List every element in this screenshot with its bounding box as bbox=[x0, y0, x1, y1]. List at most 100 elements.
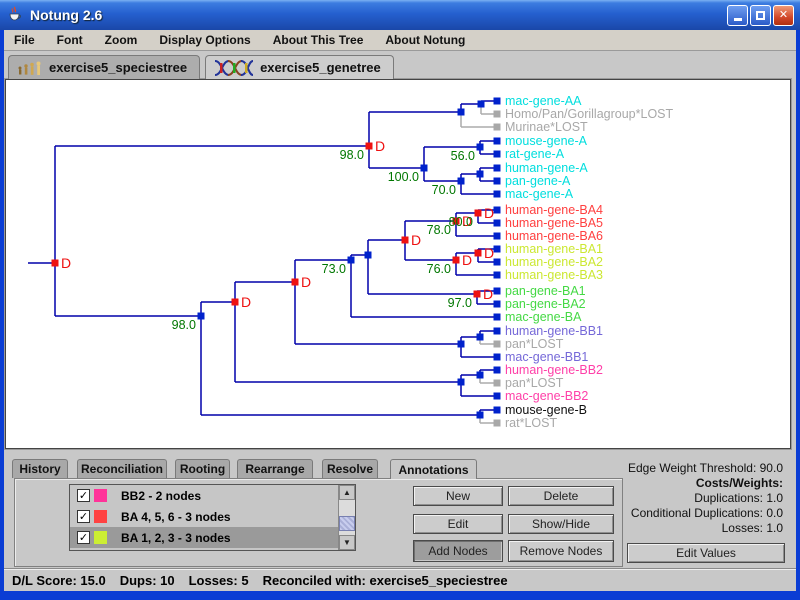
tool-tab-annotations[interactable]: Annotations bbox=[390, 459, 477, 479]
speciation-node[interactable] bbox=[364, 251, 372, 259]
minimize-button[interactable] bbox=[727, 4, 748, 26]
duplication-node[interactable] bbox=[452, 256, 460, 264]
tool-tab-reconciliation[interactable]: Reconciliation bbox=[77, 459, 167, 478]
duplication-node[interactable] bbox=[474, 209, 482, 217]
speciation-node[interactable] bbox=[197, 312, 205, 320]
speciation-node[interactable] bbox=[476, 333, 484, 341]
add-nodes-button[interactable]: Add Nodes bbox=[413, 540, 503, 562]
tab-exercise5_genetree[interactable]: exercise5_genetree bbox=[205, 55, 394, 79]
remove-nodes-button[interactable]: Remove Nodes bbox=[508, 540, 614, 562]
lost-leaf-node[interactable] bbox=[493, 123, 501, 131]
gene-tree-canvas[interactable]: D 98.0 D 100.0 56.0 70.0 98.0 D D 73.0 D 78.0 D 80.0 D… bbox=[5, 79, 791, 449]
list-scrollbar[interactable]: ▲ ▼ bbox=[338, 485, 355, 550]
window-title: Notung 2.6 bbox=[30, 7, 103, 23]
menu-about-this-tree[interactable]: About This Tree bbox=[272, 33, 364, 47]
leaf-node[interactable] bbox=[493, 366, 501, 374]
leaf-node[interactable] bbox=[493, 245, 501, 253]
leaf-node[interactable] bbox=[493, 287, 501, 295]
menu-display-options[interactable]: Display Options bbox=[159, 33, 251, 47]
delete-button[interactable]: Delete bbox=[508, 486, 614, 506]
tool-tab-resolve[interactable]: Resolve bbox=[322, 459, 378, 478]
annotation-checkbox[interactable]: ✓ bbox=[77, 531, 90, 544]
leaf-node[interactable] bbox=[493, 271, 501, 279]
status-segment: Losses: 5 bbox=[188, 572, 249, 588]
lost-leaf-node[interactable] bbox=[493, 419, 501, 427]
leaf-node[interactable] bbox=[493, 406, 501, 414]
scroll-down-icon[interactable]: ▼ bbox=[339, 535, 355, 550]
leaf-node[interactable] bbox=[493, 177, 501, 185]
tool-tab-rearrange[interactable]: Rearrange bbox=[237, 459, 313, 478]
leaf-node[interactable] bbox=[493, 206, 501, 214]
primates-icon bbox=[17, 60, 43, 76]
leaf-node[interactable] bbox=[493, 219, 501, 227]
leaf-label: rat*LOST bbox=[505, 416, 557, 430]
lost-leaf-node[interactable] bbox=[493, 110, 501, 118]
annotation-checkbox[interactable]: ✓ bbox=[77, 510, 90, 523]
annotation-row[interactable]: ✓ BA 4, 5, 6 - 3 nodes bbox=[70, 506, 355, 527]
menu-file[interactable]: File bbox=[14, 33, 35, 47]
annotation-checkbox[interactable]: ✓ bbox=[77, 489, 90, 502]
leaf-node[interactable] bbox=[493, 164, 501, 172]
lost-leaf-node[interactable] bbox=[493, 379, 501, 387]
leaf-label: human-gene-BA6 bbox=[505, 229, 603, 243]
edge-weight-label: 76.0 bbox=[427, 262, 451, 276]
close-button[interactable]: ✕ bbox=[773, 4, 794, 26]
duplication-node[interactable] bbox=[474, 249, 482, 257]
leaf-label: pan-gene-BA2 bbox=[505, 297, 586, 311]
edge-weight-threshold: Edge Weight Threshold: 90.0 bbox=[628, 461, 783, 475]
duplication-node[interactable] bbox=[51, 259, 59, 267]
speciation-node[interactable] bbox=[477, 100, 485, 108]
leaf-node[interactable] bbox=[493, 327, 501, 335]
show-hide-button[interactable]: Show/Hide bbox=[508, 514, 614, 534]
lost-leaf-node[interactable] bbox=[493, 340, 501, 348]
tool-tab-history[interactable]: History bbox=[12, 459, 68, 478]
leaf-node[interactable] bbox=[493, 150, 501, 158]
scrollbar-thumb[interactable] bbox=[339, 516, 355, 531]
leaf-node[interactable] bbox=[493, 258, 501, 266]
speciation-node[interactable] bbox=[420, 164, 428, 172]
speciation-node[interactable] bbox=[457, 340, 465, 348]
leaf-node[interactable] bbox=[493, 300, 501, 308]
new-button[interactable]: New bbox=[413, 486, 503, 506]
duplication-node[interactable] bbox=[291, 278, 299, 286]
leaf-node[interactable] bbox=[493, 392, 501, 400]
duplication-node[interactable] bbox=[452, 217, 460, 225]
duplication-mark: D bbox=[462, 252, 472, 268]
duplication-node[interactable] bbox=[231, 298, 239, 306]
leaf-node[interactable] bbox=[493, 137, 501, 145]
speciation-node[interactable] bbox=[476, 170, 484, 178]
edit-values-button[interactable]: Edit Values bbox=[627, 543, 785, 563]
scroll-up-icon[interactable]: ▲ bbox=[339, 485, 355, 500]
annotation-row[interactable]: ✓ BB2 - 2 nodes bbox=[70, 485, 355, 506]
speciation-node[interactable] bbox=[457, 108, 465, 116]
tab-exercise5_speciestree[interactable]: exercise5_speciestree bbox=[8, 55, 201, 79]
maximize-button[interactable] bbox=[750, 4, 771, 26]
annotation-label: BA 1, 2, 3 - 3 nodes bbox=[121, 530, 231, 545]
tool-tab-rooting[interactable]: Rooting bbox=[175, 459, 230, 478]
speciation-node[interactable] bbox=[347, 256, 355, 264]
duplication-node[interactable] bbox=[401, 236, 409, 244]
speciation-node[interactable] bbox=[476, 411, 484, 419]
annotation-row[interactable]: ✓ BA 1, 2, 3 - 3 nodes bbox=[70, 527, 355, 548]
speciation-node[interactable] bbox=[457, 378, 465, 386]
java-cup-icon bbox=[9, 6, 21, 23]
speciation-node[interactable] bbox=[476, 143, 484, 151]
leaf-node[interactable] bbox=[493, 232, 501, 240]
speciation-node[interactable] bbox=[457, 177, 465, 185]
speciation-node[interactable] bbox=[476, 371, 484, 379]
duplication-node[interactable] bbox=[473, 290, 481, 298]
duplication-mark: D bbox=[61, 255, 71, 271]
title-bar[interactable]: Notung 2.6 ✕ bbox=[0, 0, 800, 30]
leaf-node[interactable] bbox=[493, 97, 501, 105]
menu-zoom[interactable]: Zoom bbox=[104, 33, 138, 47]
leaf-label: mouse-gene-B bbox=[505, 403, 587, 417]
annotation-color-swatch bbox=[94, 489, 107, 502]
menu-font[interactable]: Font bbox=[56, 33, 83, 47]
leaf-node[interactable] bbox=[493, 313, 501, 321]
leaf-node[interactable] bbox=[493, 353, 501, 361]
edit-button[interactable]: Edit bbox=[413, 514, 503, 534]
duplication-node[interactable] bbox=[365, 142, 373, 150]
menu-about-notung[interactable]: About Notung bbox=[385, 33, 466, 47]
leaf-label: mouse-gene-A bbox=[505, 134, 588, 148]
leaf-node[interactable] bbox=[493, 190, 501, 198]
